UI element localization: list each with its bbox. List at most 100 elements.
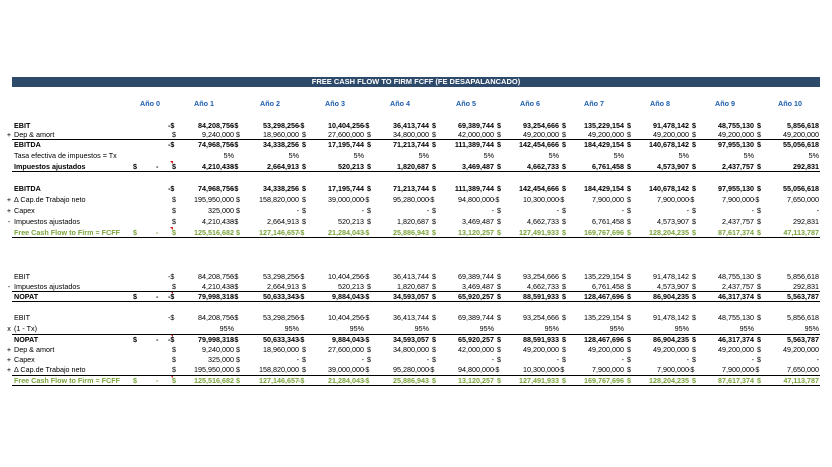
currency-symbol: $ <box>497 162 501 171</box>
table-row: EBIT -$ 84,208,756 -$ 53,298,256 -$ 10,404,256… <box>0 121 832 130</box>
cell-value: 4,662,733 <box>527 282 559 291</box>
currency-symbol: $ <box>757 376 761 385</box>
currency-symbol: $ <box>562 292 566 301</box>
currency-symbol: $ <box>627 140 631 149</box>
table-row: + Δ Cap.de Trabajo neto $195,950,000 $158,8… <box>0 195 832 204</box>
currency-symbol: $ <box>627 206 631 215</box>
cell-value: 520,213 <box>338 217 364 226</box>
currency-symbol: $ <box>172 345 176 354</box>
currency-symbol: $ <box>236 195 240 204</box>
year0-currency: $ <box>133 228 137 237</box>
currency-symbol: $ <box>302 140 306 149</box>
table-row: EBIT -$ 84,208,756 -$ 53,298,256 -$ 10,404,256… <box>0 313 832 322</box>
cell-value: 93,254,666 <box>523 121 559 130</box>
currency-symbol: $ <box>692 121 696 130</box>
currency-symbol: $ <box>367 355 371 364</box>
cell-value: 53,298,256 <box>263 121 299 130</box>
year0-value: - <box>156 335 159 344</box>
cell-value: - <box>491 355 494 364</box>
currency-symbol: -$ <box>298 376 305 385</box>
cell-value: 3,469,487 <box>462 217 494 226</box>
cell-value: 7,900,000 <box>657 195 689 204</box>
cell-value: 4,662,733 <box>527 217 559 226</box>
currency-symbol: $ <box>692 184 696 193</box>
cell-value: 49,200,000 <box>523 130 559 139</box>
currency-symbol: -$ <box>688 195 695 204</box>
cell-value: 2,664,913 <box>267 282 299 291</box>
currency-symbol: $ <box>172 206 176 215</box>
table-row: Free Cash Flow to Firm = FCFF $ - $125,516,… <box>0 376 832 385</box>
currency-symbol: -$ <box>298 313 305 322</box>
cell-value: - <box>426 206 429 215</box>
comment-indicator-icon <box>170 291 173 294</box>
currency-symbol: $ <box>627 228 631 237</box>
currency-symbol: $ <box>757 355 761 364</box>
currency-symbol: $ <box>562 228 566 237</box>
cell-value: 169,767,696 <box>584 376 624 385</box>
cell-value: 55,056,618 <box>783 140 819 149</box>
cell-value: 47,113,787 <box>783 376 819 385</box>
currency-symbol: $ <box>432 130 436 139</box>
cell-value: - <box>621 206 624 215</box>
table-row: x (1 - Tx) 95% 95% 95% 95% 95% 95% 95% 95% 95% 95% <box>0 324 832 333</box>
table-row: - Impuestos ajustados $4,210,438 -$ 2,664,91… <box>0 282 832 291</box>
currency-symbol: -$ <box>363 335 370 344</box>
cell-value: 127,146,657 <box>259 228 299 237</box>
cell-value: 5,563,787 <box>787 335 819 344</box>
cell-value: 84,208,756 <box>198 272 234 281</box>
currency-symbol: $ <box>562 206 566 215</box>
currency-symbol: $ <box>692 228 696 237</box>
row-label: Capex <box>14 206 35 215</box>
cell-value: 7,900,000 <box>657 365 689 374</box>
row-operator: + <box>6 206 12 215</box>
cell-value: 95% <box>349 324 364 333</box>
row-top-border <box>12 375 820 376</box>
currency-symbol: -$ <box>493 195 500 204</box>
currency-symbol: $ <box>692 292 696 301</box>
cell-value: 42,000,000 <box>458 345 494 354</box>
cell-value: 21,284,043 <box>328 228 364 237</box>
cell-value: 53,298,256 <box>263 272 299 281</box>
cell-value: 7,900,000 <box>722 195 754 204</box>
currency-symbol: -$ <box>363 365 370 374</box>
row-label: NOPAT <box>14 335 39 344</box>
row-label: Free Cash Flow to Firm = FCFF <box>14 376 121 385</box>
currency-symbol: $ <box>562 162 566 171</box>
cell-value: 39,000,000 <box>328 195 364 204</box>
currency-symbol: $ <box>562 335 566 344</box>
currency-symbol: $ <box>757 228 761 237</box>
table-row: NOPAT $ - -$ 79,998,318 -$ 50,633,343 -$ 9,884,0… <box>0 292 832 301</box>
cell-value: 34,800,000 <box>393 130 429 139</box>
year-header: Año 5 <box>456 99 476 108</box>
currency-symbol: $ <box>302 162 306 171</box>
cell-value: 292,831 <box>793 282 819 291</box>
cell-value: 97,955,130 <box>718 184 754 193</box>
cell-value: 48,755,130 <box>718 272 754 281</box>
cell-value: - <box>686 206 689 215</box>
currency-symbol: $ <box>692 355 696 364</box>
currency-symbol: $ <box>757 335 761 344</box>
cell-value: - <box>556 206 559 215</box>
currency-symbol: $ <box>302 217 306 226</box>
year-header: Año 9 <box>715 99 735 108</box>
currency-symbol: $ <box>757 217 761 226</box>
row-label: EBIT <box>14 272 30 281</box>
cell-value: 140,678,142 <box>649 140 689 149</box>
cell-value: 65,920,257 <box>458 292 494 301</box>
currency-symbol: $ <box>497 282 501 291</box>
row-bottom-border <box>12 171 820 172</box>
cell-value: 111,389,744 <box>454 184 494 193</box>
cell-value: 5% <box>483 151 494 160</box>
year-header: Año 10 <box>778 99 802 108</box>
cell-value: 50,633,343 <box>263 292 299 301</box>
cell-value: 27,600,000 <box>328 345 364 354</box>
currency-symbol: -$ <box>168 121 175 130</box>
comment-indicator-icon <box>170 375 173 378</box>
currency-symbol: $ <box>497 345 501 354</box>
currency-symbol: $ <box>562 184 566 193</box>
cell-value: 5% <box>613 151 624 160</box>
currency-symbol: $ <box>692 313 696 322</box>
cell-value: 86,904,235 <box>653 335 689 344</box>
currency-symbol: $ <box>367 162 371 171</box>
table-row: + Capex $325,000 $ - $ - $ - $ - $ - $ - $ - $ - $ - <box>0 355 832 364</box>
